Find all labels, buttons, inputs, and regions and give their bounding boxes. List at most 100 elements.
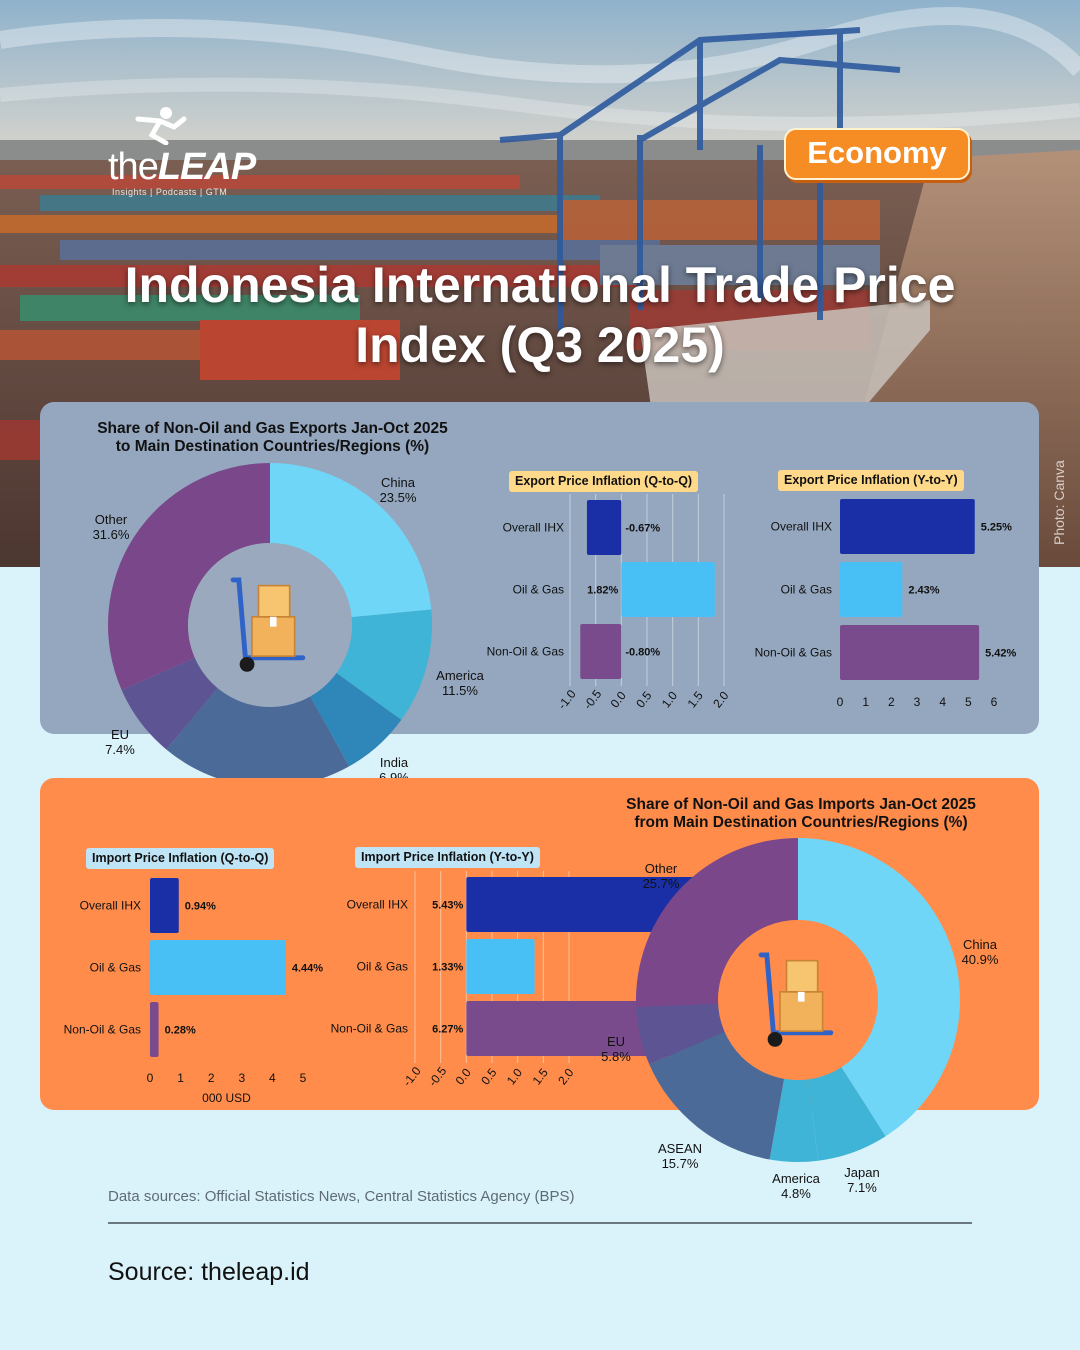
footer-divider xyxy=(108,1222,972,1224)
export-qtoq-tick-2: 0.0 xyxy=(608,688,630,710)
export-ytoy-bar-oil-gas xyxy=(840,562,903,617)
export-qtoq-bar-non-oil-gas xyxy=(580,624,622,679)
import-share-slice-asean xyxy=(649,1031,784,1160)
export-share-cart-box-small xyxy=(257,584,291,618)
export-qtoq-tick-5: 1.5 xyxy=(685,688,707,710)
import-ytoy-value-label-overall-ihx: 5.43% xyxy=(432,900,463,912)
logo-light: the xyxy=(108,146,159,188)
page-title: Indonesia International Trade Price Inde… xyxy=(124,257,956,373)
import-share-value-china: 40.9% xyxy=(962,952,999,967)
import-qtoq-category-overall-ihx: Overall IHX xyxy=(80,899,141,913)
import-share-label-asean: ASEAN xyxy=(658,1141,702,1156)
import-qtoq-category-oil-gas: Oil & Gas xyxy=(90,961,141,975)
export-share-value-america: 11.5% xyxy=(442,683,478,698)
import-qtoq-bar-non-oil-gas xyxy=(150,1002,159,1057)
import-qtoq-value-label-oil-gas: 4.44% xyxy=(292,963,323,975)
import-share-cart-frame xyxy=(758,952,834,1036)
import-share-label-other: Other xyxy=(645,861,678,876)
import-share-value-other: 25.7% xyxy=(643,876,680,891)
import-ytoy-category-overall-ihx: Overall IHX xyxy=(347,898,408,912)
export-share-slice-china xyxy=(270,463,432,618)
export-qtoq-tick-4: 1.0 xyxy=(659,688,681,710)
export-ytoy-value-label-oil-gas: 2.43% xyxy=(908,585,939,597)
export-share-donut: China23.5%America11.5%India6.9%ASEAN19.2… xyxy=(93,463,485,826)
import-qtoq-bar-oil-gas xyxy=(150,940,286,995)
import-share-label-china: China xyxy=(963,937,998,952)
export-share-slice-india xyxy=(310,673,402,767)
category-badge[interactable]: Economy xyxy=(784,128,970,180)
export-share-cart-box-tape xyxy=(270,616,277,627)
data-sources-note: Data sources: Official Statistics News, … xyxy=(108,1188,575,1205)
export-ytoy-bar-non-oil-gas xyxy=(840,625,980,680)
import-ytoy-title: Import Price Inflation (Y-to-Y) xyxy=(355,847,540,868)
export-donut-title: Share of Non-Oil and Gas Exports Jan-Oct… xyxy=(60,420,485,456)
import-share-slice-america xyxy=(769,1078,819,1162)
export-share-slice-asean xyxy=(166,688,350,787)
export-qtoq-tick-1: -0.5 xyxy=(581,687,605,712)
export-ytoy-tick-2: 2 xyxy=(888,695,895,709)
import-ytoy-category-non-oil-gas: Non-Oil & Gas xyxy=(331,1022,408,1036)
import-share-cart-box-small xyxy=(785,959,819,993)
export-share-label-other: Other xyxy=(95,512,128,527)
export-qtoq-tick-6: 2.0 xyxy=(710,688,732,710)
runner-icon xyxy=(135,107,187,145)
export-share-label-america: America xyxy=(436,668,484,683)
source-credit[interactable]: Source: theleap.id xyxy=(108,1258,310,1286)
export-ytoy-tick-5: 5 xyxy=(965,695,972,709)
import-share-value-eu: 5.8% xyxy=(601,1049,631,1064)
export-ytoy-category-oil-gas: Oil & Gas xyxy=(781,583,832,597)
import-share-label-america: America xyxy=(772,1171,820,1186)
import-qtoq-title: Import Price Inflation (Q-to-Q) xyxy=(86,848,275,869)
import-qtoq-tick-1: 1 xyxy=(177,1071,184,1085)
import-qtoq-bar-overall-ihx xyxy=(150,878,179,933)
export-share-label-china: China xyxy=(381,475,416,490)
import-ytoy-tick-5: 1.5 xyxy=(530,1065,552,1087)
export-ytoy-value-label-overall-ihx: 5.25% xyxy=(981,522,1012,534)
export-ytoy-bar-chart: Overall IHX 5.25% Oil & Gas 2.43% Non-Oil & … xyxy=(755,499,1017,709)
import-qtoq-tick-5: 5 xyxy=(300,1071,307,1085)
export-ytoy-tick-6: 6 xyxy=(991,695,998,709)
import-share-slice-eu xyxy=(636,1003,725,1065)
import-ytoy-value-label-oil-gas: 1.33% xyxy=(432,962,463,974)
import-qtoq-tick-4: 4 xyxy=(269,1071,276,1085)
import-ytoy-tick-6: 2.0 xyxy=(555,1065,577,1087)
import-share-cart-box-tape xyxy=(798,991,805,1002)
import-ytoy-tick-3: 0.5 xyxy=(478,1065,500,1087)
import-donut-title: Share of Non-Oil and Gas Imports Jan-Oct… xyxy=(585,796,1017,832)
import-ytoy-tick-0: -1.0 xyxy=(400,1064,424,1089)
export-share-cart-wheel xyxy=(239,656,255,672)
export-share-slice-other xyxy=(107,463,270,690)
import-ytoy-category-oil-gas: Oil & Gas xyxy=(357,960,408,974)
import-ytoy-tick-2: 0.0 xyxy=(453,1065,475,1087)
export-qtoq-tick-3: 0.5 xyxy=(633,688,655,710)
logo-bold: LEAP xyxy=(157,146,256,188)
export-share-label-india: India xyxy=(380,755,409,770)
export-share-value-eu: 7.4% xyxy=(105,742,135,757)
logo-wordmark: theLEAP xyxy=(108,146,256,188)
export-qtoq-bar-oil-gas xyxy=(621,562,715,617)
export-share-cart-frame xyxy=(230,577,306,661)
export-qtoq-value-label-non-oil-gas: -0.80% xyxy=(625,647,660,659)
export-ytoy-tick-1: 1 xyxy=(862,695,869,709)
brand-logo[interactable]: theLEAP Insights | Podcasts | GTM xyxy=(108,105,308,200)
export-ytoy-bar-overall-ihx xyxy=(840,499,975,554)
export-share-cart-icon xyxy=(230,577,306,672)
export-share-label-eu: EU xyxy=(111,727,129,742)
export-ytoy-tick-3: 3 xyxy=(914,695,921,709)
import-qtoq-tick-3: 3 xyxy=(238,1071,245,1085)
export-ytoy-value-label-non-oil-gas: 5.42% xyxy=(985,648,1016,660)
export-share-slice-eu xyxy=(121,657,218,750)
export-donut-title-line2: to Main Destination Countries/Regions (%… xyxy=(115,438,430,455)
export-donut-title-line1: Share of Non-Oil and Gas Exports Jan-Oct… xyxy=(97,420,448,437)
import-donut-title-line1: Share of Non-Oil and Gas Imports Jan-Oct… xyxy=(626,796,976,813)
export-share-slice-america xyxy=(336,609,432,720)
import-share-value-asean: 15.7% xyxy=(662,1156,699,1171)
export-ytoy-category-overall-ihx: Overall IHX xyxy=(771,520,832,534)
export-share-value-other: 31.6% xyxy=(93,527,130,542)
export-ytoy-tick-4: 4 xyxy=(939,695,946,709)
import-qtoq-tick-2: 2 xyxy=(208,1071,215,1085)
export-ytoy-category-non-oil-gas: Non-Oil & Gas xyxy=(755,646,832,660)
import-share-slice-other xyxy=(636,838,798,1008)
import-share-cart-wheel xyxy=(767,1031,783,1047)
